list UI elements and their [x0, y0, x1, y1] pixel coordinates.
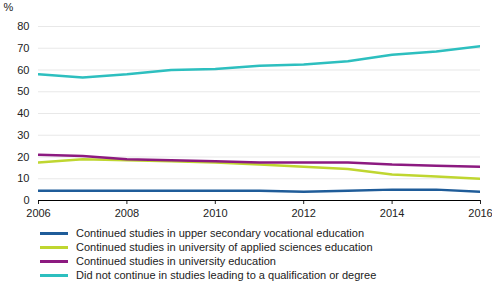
svg-text:40: 40 — [17, 107, 29, 119]
svg-text:0: 0 — [23, 194, 29, 206]
svg-text:60: 60 — [17, 64, 29, 76]
svg-text:2008: 2008 — [115, 207, 139, 219]
svg-text:70: 70 — [17, 42, 29, 54]
svg-text:2006: 2006 — [26, 207, 50, 219]
svg-text:%: % — [4, 1, 14, 13]
svg-text:20: 20 — [17, 151, 29, 163]
svg-text:80: 80 — [17, 20, 29, 32]
svg-text:2014: 2014 — [380, 207, 404, 219]
svg-text:10: 10 — [17, 172, 29, 184]
svg-text:50: 50 — [17, 85, 29, 97]
svg-text:2012: 2012 — [291, 207, 315, 219]
html-text:Continued studies in upper sec: Continued studies in upper secondary voc… — [76, 227, 364, 239]
html-text:Continued studies in universit: Continued studies in university of appli… — [76, 241, 373, 253]
svg-text:2010: 2010 — [203, 207, 227, 219]
html-text:Did not continue in studies le: Did not continue in studies leading to a… — [76, 269, 377, 281]
svg-text:30: 30 — [17, 129, 29, 141]
svg-text:2016: 2016 — [468, 207, 492, 219]
html-text:Continued studies in universit: Continued studies in university educatio… — [76, 255, 276, 267]
